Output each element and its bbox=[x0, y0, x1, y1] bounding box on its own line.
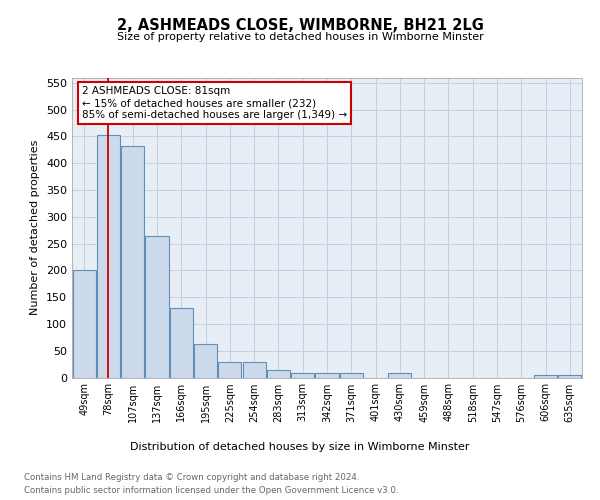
Bar bbox=[267, 370, 290, 378]
Y-axis label: Number of detached properties: Number of detached properties bbox=[31, 140, 40, 315]
Bar bbox=[340, 373, 363, 378]
Bar bbox=[145, 236, 169, 378]
Bar bbox=[559, 375, 581, 378]
Bar bbox=[534, 375, 557, 378]
Text: 2 ASHMEADS CLOSE: 81sqm
← 15% of detached houses are smaller (232)
85% of semi-d: 2 ASHMEADS CLOSE: 81sqm ← 15% of detache… bbox=[82, 86, 347, 120]
Bar bbox=[291, 373, 314, 378]
Text: 2, ASHMEADS CLOSE, WIMBORNE, BH21 2LG: 2, ASHMEADS CLOSE, WIMBORNE, BH21 2LG bbox=[116, 18, 484, 32]
Text: Distribution of detached houses by size in Wimborne Minster: Distribution of detached houses by size … bbox=[130, 442, 470, 452]
Bar bbox=[242, 362, 266, 378]
Text: Size of property relative to detached houses in Wimborne Minster: Size of property relative to detached ho… bbox=[116, 32, 484, 42]
Text: Contains HM Land Registry data © Crown copyright and database right 2024.: Contains HM Land Registry data © Crown c… bbox=[24, 472, 359, 482]
Bar bbox=[97, 136, 120, 378]
Bar bbox=[218, 362, 241, 378]
Bar bbox=[388, 373, 412, 378]
Bar bbox=[170, 308, 193, 378]
Bar bbox=[194, 344, 217, 378]
Bar bbox=[316, 373, 338, 378]
Bar bbox=[73, 270, 95, 378]
Text: Contains public sector information licensed under the Open Government Licence v3: Contains public sector information licen… bbox=[24, 486, 398, 495]
Bar bbox=[121, 146, 144, 378]
